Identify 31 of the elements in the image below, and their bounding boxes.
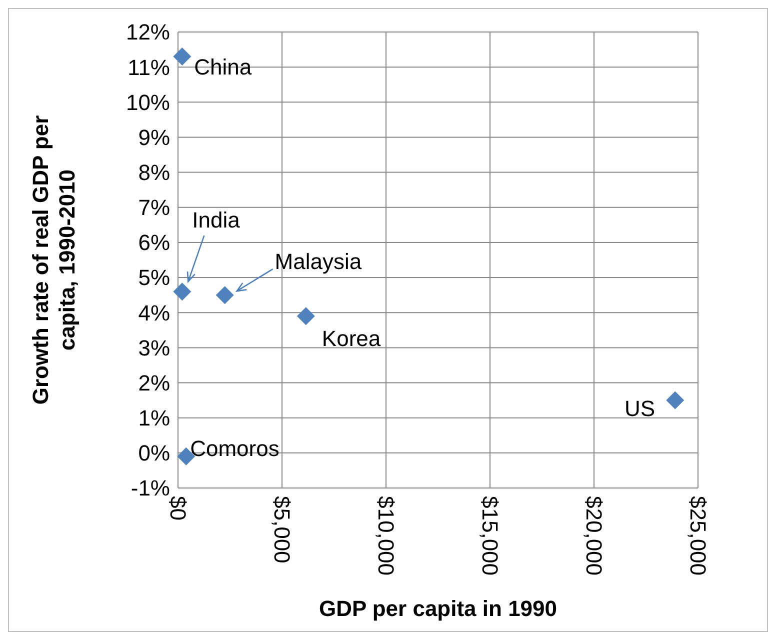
x-tick-label: $5,000 (269, 496, 294, 564)
point (296, 307, 315, 326)
annotation: China (194, 54, 252, 80)
y-tick-label: 8% (138, 160, 170, 186)
y-tick-label: 6% (138, 230, 170, 256)
y-tick-label: 0% (138, 440, 170, 466)
x-tick-label: $10,000 (373, 496, 398, 576)
y-tick-label: 1% (138, 406, 170, 431)
x-tick-label: $25,000 (685, 496, 710, 576)
x-tick-label: $20,000 (581, 496, 606, 576)
point (173, 282, 192, 301)
annotation: India (192, 207, 241, 232)
annotation: Korea (322, 326, 382, 351)
y-tick-label: 12% (126, 20, 170, 45)
x-tick-label: $15,000 (477, 496, 502, 576)
y-tick-label: 9% (138, 124, 170, 150)
y-tick-label: 2% (138, 370, 170, 396)
y-tick-label: 10% (126, 90, 170, 115)
annotation: Comoros (190, 436, 280, 462)
annotation: US (624, 396, 656, 422)
y-tick-label: 7% (138, 195, 170, 220)
point (173, 48, 192, 66)
annotation: Malaysia (274, 248, 362, 274)
y-tick-label: 3% (138, 335, 170, 360)
point (666, 391, 684, 410)
y-axis-title: Growth rate of real GDP per capita, 1990-2010 (28, 114, 80, 405)
y-tick-label: 11% (128, 54, 170, 80)
y-tick-label: 5% (138, 265, 170, 290)
point (216, 286, 234, 304)
x-axis-title: GDP per capita in 1990 (318, 596, 558, 621)
y-tick-label: 4% (138, 300, 170, 326)
